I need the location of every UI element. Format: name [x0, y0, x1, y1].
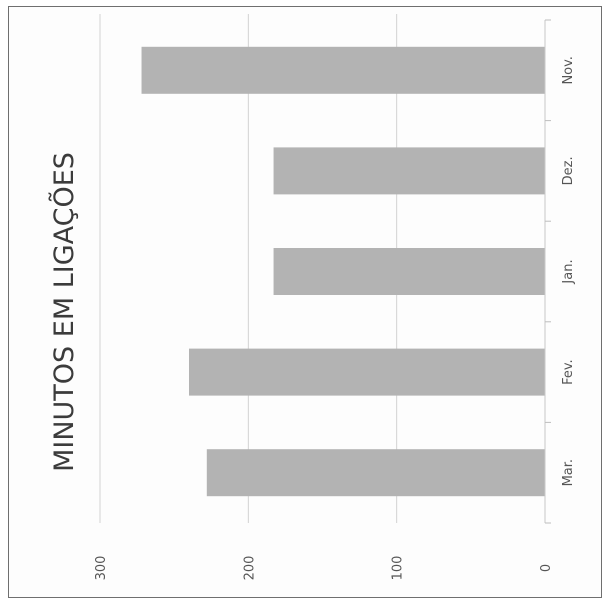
value-tick-label: 0 — [539, 564, 554, 572]
chart-frame — [8, 6, 602, 598]
bar-jan — [273, 248, 545, 295]
category-axis-ticks — [545, 19, 551, 524]
value-tick-label: 100 — [391, 556, 406, 581]
category-label: Nov. — [561, 56, 576, 85]
category-label: Jan. — [561, 259, 576, 284]
category-label: Mar. — [561, 459, 576, 486]
category-label: Dez. — [561, 156, 576, 185]
chart-title: MINUTOS EM LIGAÇÕES — [48, 152, 80, 472]
bars — [141, 46, 546, 497]
value-tick-label: 300 — [94, 556, 109, 581]
category-labels: Mar. Fev. Jan. Dez. Nov. — [561, 56, 576, 486]
value-tick-label: 200 — [242, 556, 257, 581]
bar-dez — [273, 147, 545, 195]
value-labels: 0 100 200 300 — [94, 556, 554, 581]
bar-nov — [141, 46, 546, 94]
bar-mar — [206, 449, 546, 497]
bar-fev — [189, 348, 545, 396]
category-label: Fev. — [561, 359, 576, 385]
